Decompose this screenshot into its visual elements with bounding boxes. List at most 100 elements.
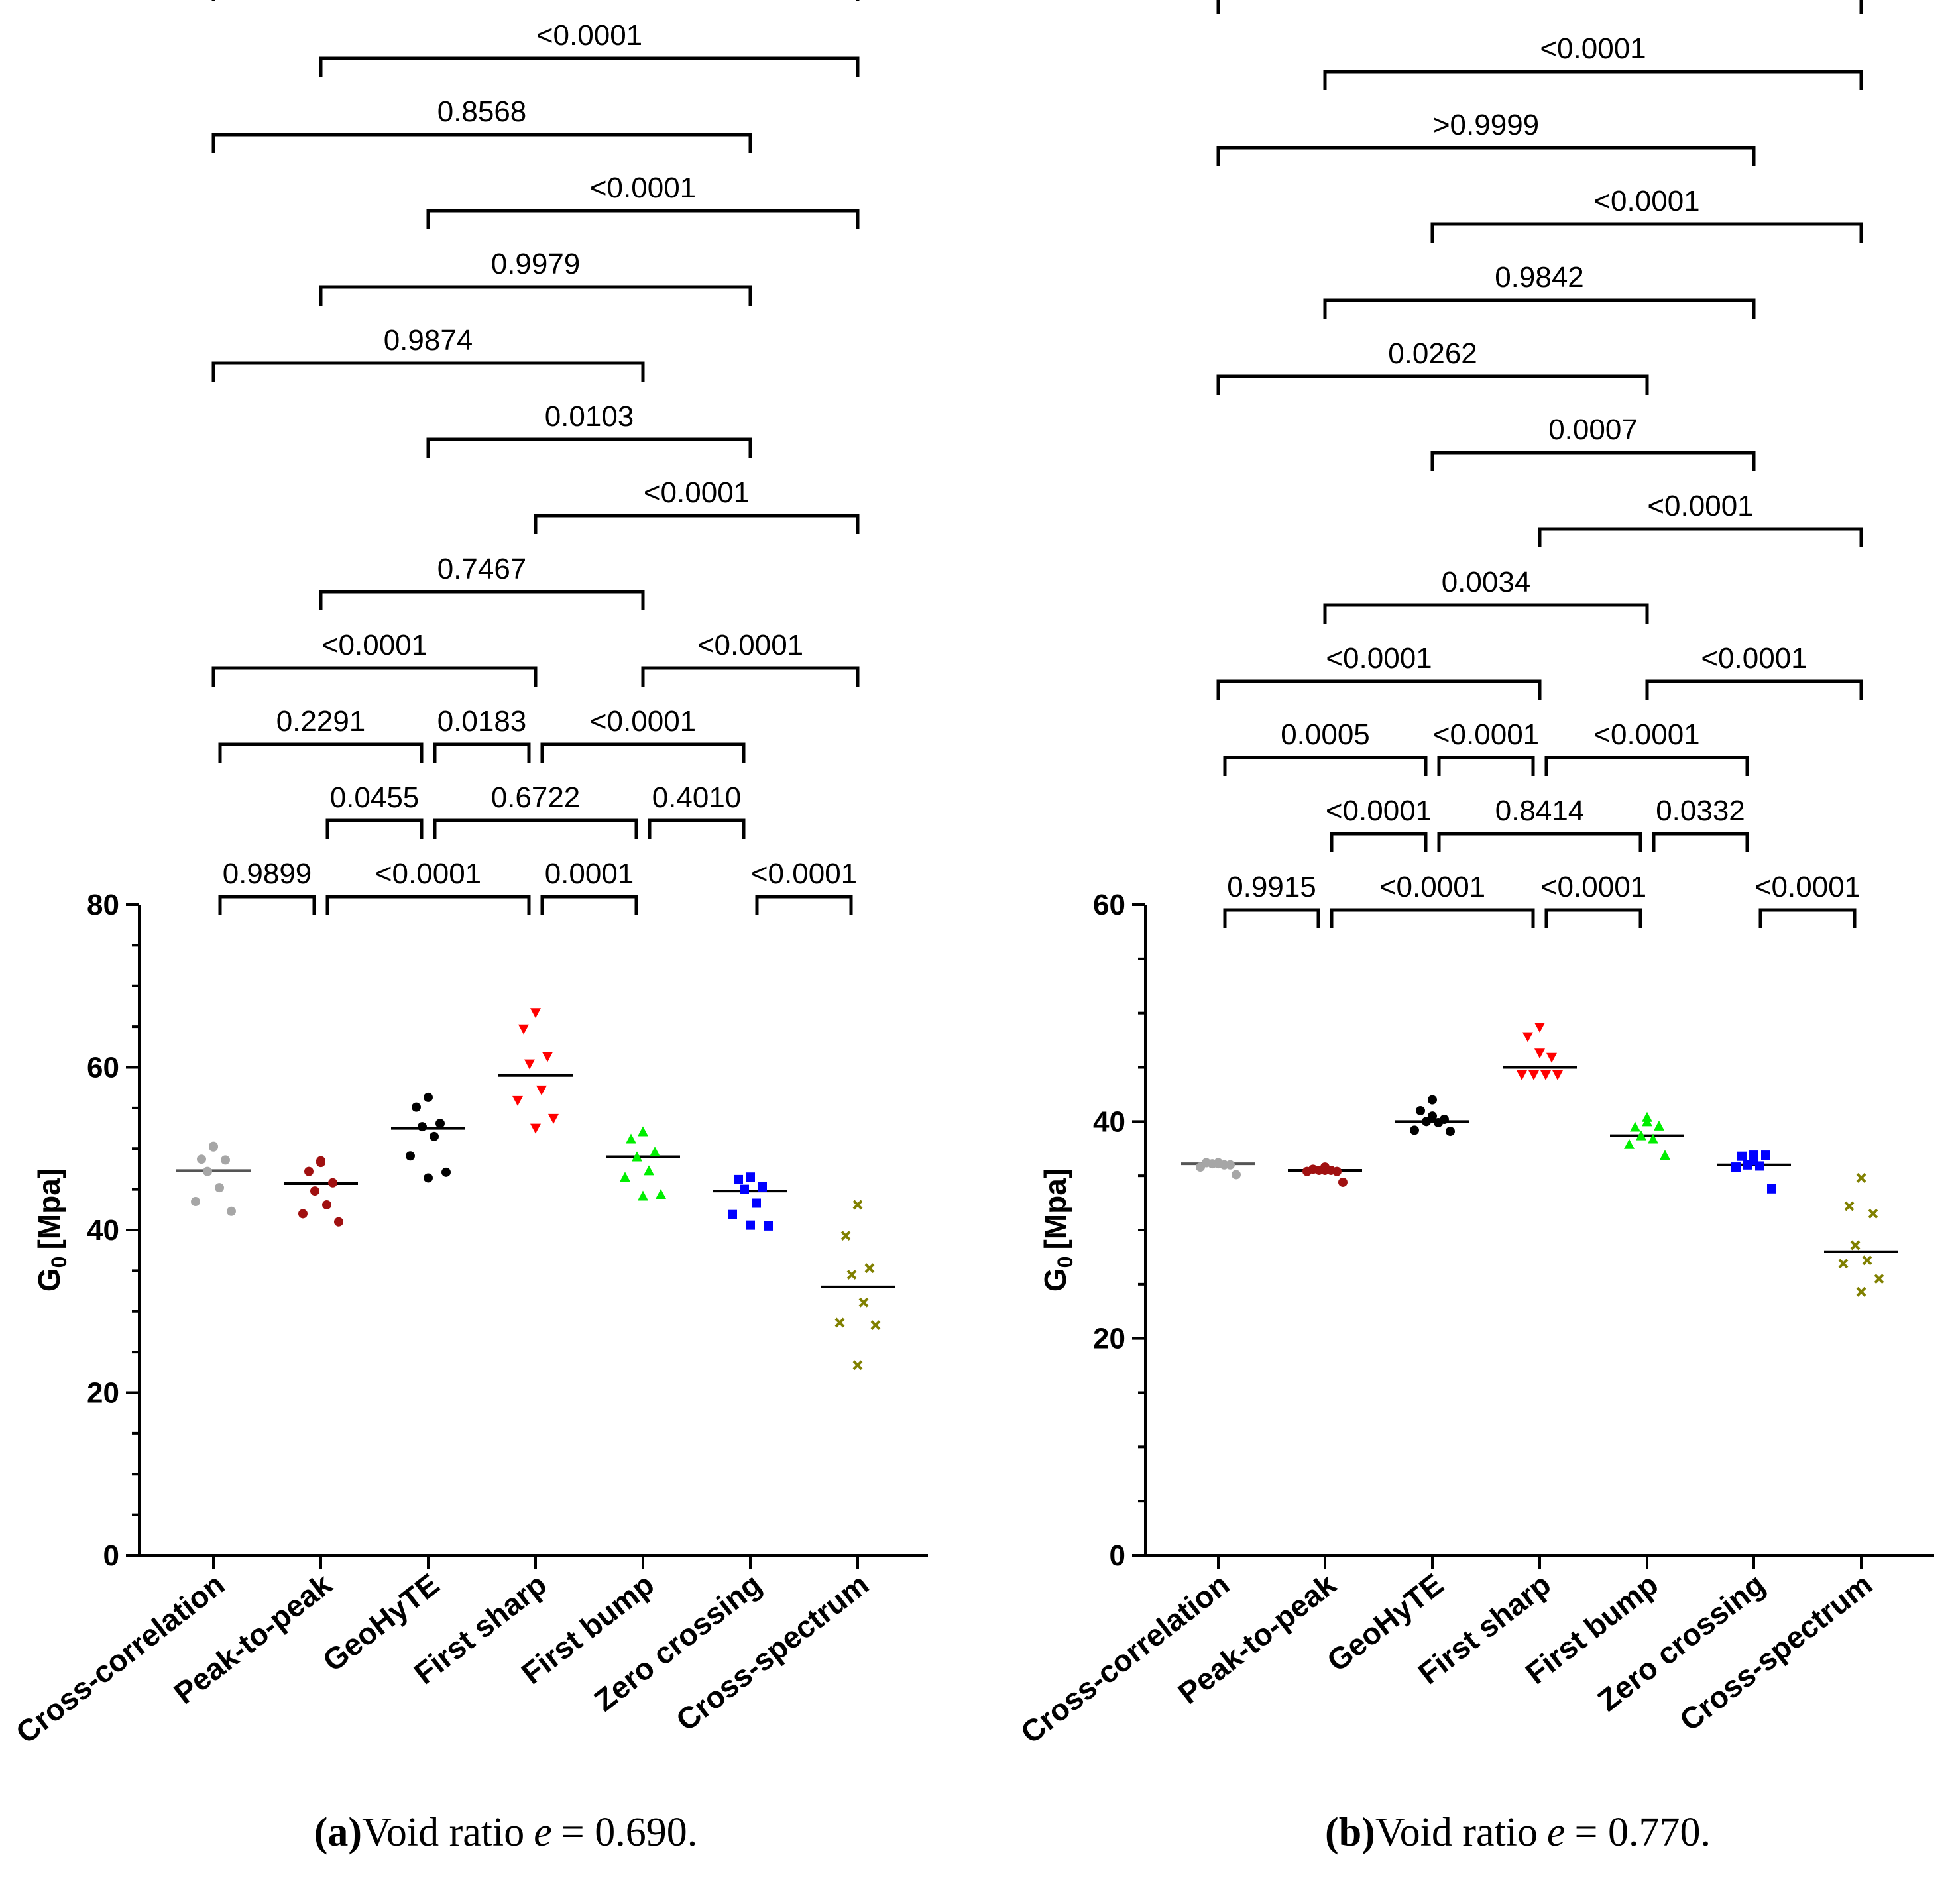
p-value-label: >0.9999 <box>1433 109 1539 141</box>
p-value-label: 0.0262 <box>1388 337 1477 370</box>
p-value-label: <0.0001 <box>1540 871 1646 903</box>
p-value-label: 0.6722 <box>491 781 581 814</box>
p-value-label: <0.0001 <box>1433 718 1539 751</box>
p-value-label: 0.9899 <box>223 858 312 890</box>
data-point <box>203 1166 212 1176</box>
data-point <box>858 1297 869 1308</box>
comparison-bracket <box>211 361 645 382</box>
comparison-bracket <box>1216 679 1542 700</box>
comparison-bracket <box>1323 603 1649 624</box>
comparison-bracket <box>433 742 531 763</box>
data-point <box>512 1095 523 1106</box>
p-value-label: 0.0005 <box>1281 718 1370 751</box>
data-point <box>1540 1070 1551 1080</box>
data-point <box>1428 1095 1437 1105</box>
data-point <box>650 1147 660 1157</box>
comparison-bracket <box>1544 756 1749 776</box>
series-zero-crossing <box>713 1172 787 1231</box>
data-point <box>1517 1070 1527 1080</box>
comparison-bracket <box>319 590 645 610</box>
significance-brackets: <0.0001 <0.0001 0.8568 <0.0001 0.9979 0.9874 0… <box>211 0 860 915</box>
series-cross-correlation <box>1181 1158 1255 1180</box>
data-point <box>746 1172 755 1182</box>
series-first-sharp <box>1503 1022 1577 1080</box>
caption-equation: = 0.770. <box>1574 1810 1710 1855</box>
data-point <box>1660 1150 1670 1160</box>
data-point <box>1534 1022 1545 1033</box>
y-axis-label-unit: [Mpa] <box>32 1168 66 1250</box>
data-point <box>752 1198 761 1208</box>
y-axis-label-unit: [Mpa] <box>1038 1168 1072 1250</box>
comparison-bracket <box>1437 756 1535 776</box>
data-point <box>656 1188 666 1199</box>
p-value-label: <0.0001 <box>590 705 696 738</box>
comparison-bracket <box>1323 70 1863 90</box>
p-value-label: <0.0001 <box>1647 490 1753 522</box>
data-point <box>1410 1125 1419 1135</box>
comparison-bracket <box>1223 908 1320 928</box>
comparison-bracket <box>426 209 860 229</box>
data-point <box>1731 1162 1741 1172</box>
comparison-bracket <box>1323 298 1756 319</box>
y-axis-label: G0 [Mpa] <box>32 1168 71 1292</box>
data-point <box>322 1200 331 1209</box>
data-point <box>864 1263 875 1274</box>
data-point <box>1528 1070 1539 1080</box>
comparison-bracket <box>540 742 746 763</box>
comparison-bracket <box>1430 222 1863 243</box>
panel-b: 0204060G0[Mpa]Cross-correlationPeak-to-p… <box>1014 0 1934 1855</box>
p-value-label: 0.9874 <box>384 324 473 357</box>
y-tick-label: 0 <box>103 1540 119 1572</box>
data-point <box>1624 1139 1635 1149</box>
comparison-bracket <box>426 437 752 458</box>
x-tick-label: Cross-correlation <box>9 1567 231 1750</box>
data-point <box>728 1209 737 1219</box>
p-value-label: <0.0001 <box>751 858 857 890</box>
data-point <box>1767 1184 1776 1194</box>
y-tick-label: 60 <box>87 1052 119 1084</box>
data-point <box>1214 1158 1223 1168</box>
comparison-bracket <box>1430 451 1756 471</box>
p-value-label: <0.0001 <box>1593 185 1699 217</box>
data-point <box>1761 1150 1770 1160</box>
p-value-label: <0.0001 <box>1593 718 1699 751</box>
data-point <box>764 1221 773 1231</box>
y-tick-label: 80 <box>87 889 119 921</box>
comparison-bracket <box>648 818 746 839</box>
comparison-bracket <box>641 666 860 687</box>
data-point <box>1648 1133 1658 1144</box>
p-value-label: 0.4010 <box>652 781 742 814</box>
p-value-label: <0.0001 <box>1379 871 1485 903</box>
data-point <box>418 1122 427 1132</box>
comparison-bracket <box>1544 908 1642 928</box>
data-point <box>435 1119 445 1129</box>
p-value-label: <0.0001 <box>697 629 803 661</box>
p-value-label: <0.0001 <box>1326 795 1432 827</box>
caption-text: Void ratio <box>362 1810 524 1855</box>
y-tick-label: 0 <box>1110 1540 1125 1572</box>
data-point <box>1302 1166 1312 1176</box>
data-point <box>1868 1209 1878 1219</box>
p-value-label: 0.9915 <box>1227 871 1316 903</box>
p-value-label: <0.0001 <box>644 476 750 509</box>
panel-caption: (a)Void ratio e = 0.690. <box>314 1810 697 1855</box>
data-point <box>846 1270 857 1280</box>
p-value-label: 0.0455 <box>330 781 420 814</box>
data-point <box>1654 1120 1664 1131</box>
series-zero-crossing <box>1717 1150 1791 1194</box>
data-point <box>530 1008 541 1019</box>
comparison-bracket <box>325 895 531 915</box>
comparison-bracket <box>218 895 316 915</box>
series-cross-correlation <box>176 1141 251 1216</box>
data-point <box>227 1206 236 1216</box>
y-axis-label-main: G <box>32 1268 66 1292</box>
data-point <box>310 1186 319 1196</box>
comparison-bracket <box>433 818 638 839</box>
comparison-bracket <box>319 56 860 77</box>
y-axis-label-subscript: 0 <box>47 1257 71 1268</box>
p-value-label: 0.8568 <box>437 95 527 128</box>
data-point <box>542 1052 553 1062</box>
data-point <box>298 1209 308 1219</box>
comparison-bracket <box>1216 0 1863 14</box>
